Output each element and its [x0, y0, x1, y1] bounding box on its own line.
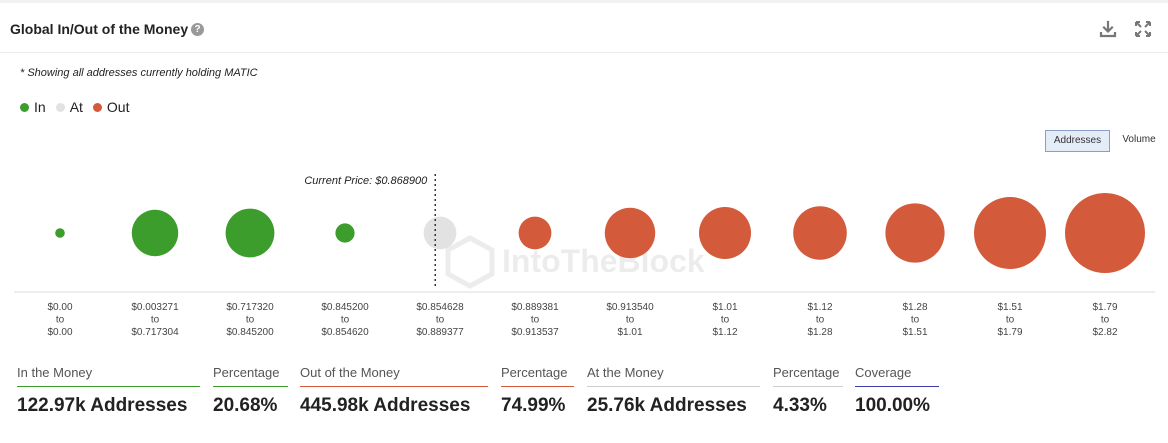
stat-at-the-money: At the Money 25.76k Addresses: [587, 365, 760, 417]
tick-label-11-0: $1.79: [1092, 302, 1117, 313]
stat-label: In the Money: [17, 365, 200, 387]
tick-label-8-2: $1.28: [807, 327, 832, 338]
stat-value: 74.99%: [501, 395, 566, 416]
bubble-out-10[interactable]: [974, 197, 1046, 269]
stat-label: At the Money: [587, 365, 760, 387]
tick-label-2-1: to: [246, 315, 255, 326]
tick-label-5-0: $0.889381: [511, 302, 559, 313]
tick-label-6-1: to: [626, 315, 635, 326]
tick-label-11-2: $2.82: [1092, 327, 1117, 338]
tick-label-5-1: to: [531, 315, 540, 326]
tick-label-4-1: to: [436, 315, 445, 326]
stat-at-percentage: Percentage 4.33%: [773, 365, 843, 417]
legend-label-in: In: [34, 99, 46, 115]
legend-item-at[interactable]: At: [55, 99, 83, 115]
tick-label-10-1: to: [1006, 315, 1015, 326]
bubble-out-6[interactable]: [604, 207, 656, 259]
expand-icon[interactable]: [1134, 20, 1152, 38]
legend-dot-in: [20, 102, 29, 112]
card-title: Global In/Out of the Money: [10, 21, 189, 37]
bubble-out-11[interactable]: [1065, 193, 1145, 273]
bubble-in-3[interactable]: [335, 223, 355, 243]
tick-label-5-2: $0.913537: [511, 327, 559, 338]
stat-out-percentage: Percentage 74.99%: [501, 365, 574, 417]
stat-value: 100.00%: [855, 395, 931, 416]
stat-in-percentage: Percentage 20.68%: [213, 365, 288, 417]
help-icon[interactable]: ?: [191, 23, 204, 36]
stat-value: 122.97k Addresses: [17, 395, 188, 416]
stat-out-of-the-money: Out of the Money 445.98k Addresses: [300, 365, 488, 417]
bubble-in-2[interactable]: [225, 208, 275, 258]
legend-label-out: Out: [106, 99, 130, 115]
tick-label-9-1: to: [911, 315, 920, 326]
tick-label-8-1: to: [816, 315, 825, 326]
tick-label-8-0: $1.12: [807, 302, 832, 313]
legend-label-at: At: [69, 99, 83, 115]
stat-label: Out of the Money: [300, 365, 488, 387]
bubble-chart: IntoTheBlock $0.00to$0.00$0.003271to$0.7…: [14, 174, 1155, 338]
card-header: Global In/Out of the Money ?: [0, 3, 1168, 53]
tick-label-0-2: $0.00: [47, 327, 72, 338]
tick-label-6-2: $1.01: [617, 327, 642, 338]
tick-label-3-0: $0.845200: [321, 302, 369, 313]
volume-toggle-button[interactable]: Volume: [1111, 130, 1167, 152]
tick-label-1-2: $0.717304: [131, 327, 179, 338]
bubble-out-7[interactable]: [699, 207, 751, 259]
addresses-toggle-button[interactable]: Addresses: [1045, 130, 1110, 152]
tick-label-7-2: $1.12: [712, 327, 737, 338]
legend-dot-at: [55, 102, 65, 112]
current-price-label: Current Price: $0.868900: [304, 175, 428, 187]
tick-label-7-0: $1.01: [712, 302, 737, 313]
legend-item-out[interactable]: Out: [92, 99, 130, 115]
bubble-in-1[interactable]: [131, 209, 179, 257]
stat-value: 4.33%: [773, 395, 827, 416]
bubble-group: [55, 193, 1145, 273]
stat-value: 20.68%: [213, 395, 278, 416]
download-icon[interactable]: [1099, 20, 1117, 38]
bubble-at-4[interactable]: [423, 216, 457, 250]
stat-in-the-money: In the Money 122.97k Addresses: [17, 365, 200, 417]
tick-label-0-0: $0.00: [47, 302, 72, 313]
tick-label-11-1: to: [1101, 315, 1110, 326]
tick-label-9-0: $1.28: [902, 302, 927, 313]
legend-dot-out: [92, 102, 102, 112]
tick-label-4-2: $0.889377: [416, 327, 464, 338]
watermark-logo: IntoTheBlock: [445, 235, 705, 289]
holding-note: * Showing all addresses currently holdin…: [20, 67, 258, 79]
stat-value: 445.98k Addresses: [300, 395, 471, 416]
tick-label-6-0: $0.913540: [606, 302, 654, 313]
tick-label-3-1: to: [341, 315, 350, 326]
chart-legend: In At Out: [20, 99, 140, 115]
tick-label-4-0: $0.854628: [416, 302, 464, 313]
tick-label-2-2: $0.845200: [226, 327, 274, 338]
tick-label-3-2: $0.854620: [321, 327, 369, 338]
tick-label-10-2: $1.79: [997, 327, 1022, 338]
tick-label-2-0: $0.717320: [226, 302, 274, 313]
tick-label-1-1: to: [151, 315, 160, 326]
stat-label: Percentage: [501, 365, 574, 387]
stat-label: Percentage: [773, 365, 843, 387]
legend-item-in[interactable]: In: [20, 99, 46, 115]
top-border: [0, 0, 1168, 3]
tick-label-9-2: $1.51: [902, 327, 927, 338]
x-axis-ticks: $0.00to$0.00$0.003271to$0.717304$0.71732…: [47, 302, 1117, 338]
bubble-out-5[interactable]: [518, 216, 552, 250]
bubble-in-0[interactable]: [55, 228, 65, 238]
tick-label-1-0: $0.003271: [131, 302, 179, 313]
bubble-out-8[interactable]: [793, 206, 847, 260]
stat-coverage: Coverage 100.00%: [855, 365, 939, 417]
stat-value: 25.76k Addresses: [587, 395, 747, 416]
stat-label: Percentage: [213, 365, 288, 387]
bubble-out-9[interactable]: [885, 203, 945, 263]
tick-label-7-1: to: [721, 315, 730, 326]
tick-label-10-0: $1.51: [997, 302, 1022, 313]
tick-label-0-1: to: [56, 315, 65, 326]
stat-label: Coverage: [855, 365, 939, 387]
